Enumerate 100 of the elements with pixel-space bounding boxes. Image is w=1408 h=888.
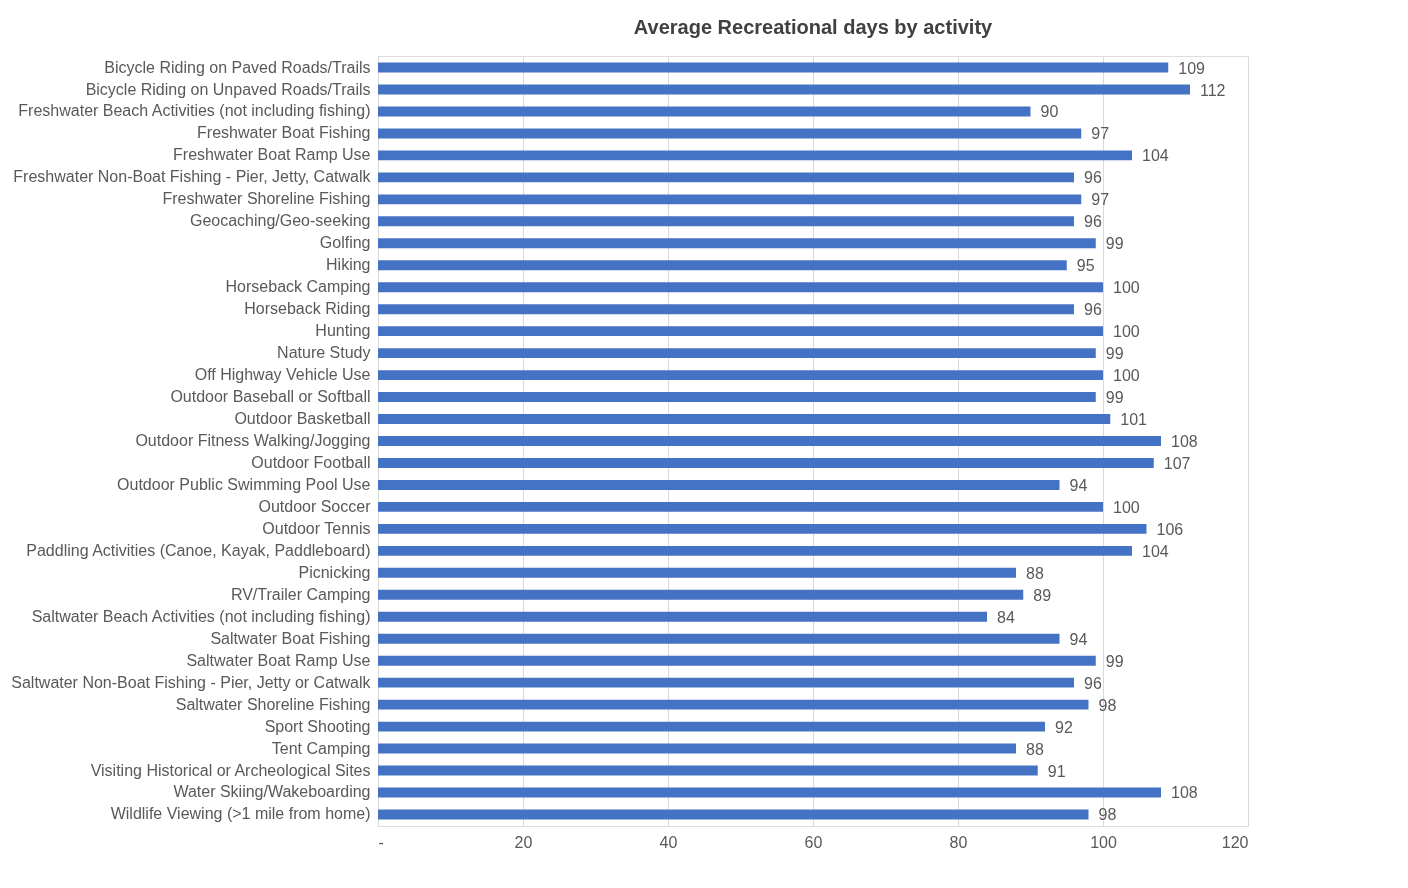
bar <box>378 765 1038 776</box>
data-label: 95 <box>1076 257 1095 275</box>
y-tick-label: Outdoor Soccer <box>258 497 372 515</box>
y-tick-label: Freshwater Beach Activities (not including fishing) <box>18 102 371 120</box>
data-label: 108 <box>1171 433 1198 450</box>
data-label: 100 <box>1113 367 1140 385</box>
data-label: 98 <box>1098 806 1117 824</box>
bar <box>378 436 1161 446</box>
data-label: 94 <box>1069 630 1088 648</box>
data-label: 100 <box>1113 323 1140 341</box>
bar <box>378 84 1190 95</box>
y-tick-label: Nature Study <box>277 344 371 362</box>
y-tick-label: Horseback Riding <box>244 300 371 318</box>
bar <box>378 479 1060 490</box>
y-tick-label: Freshwater Shoreline Fishing <box>162 190 371 208</box>
y-tick-label: Outdoor Basketball <box>234 410 371 428</box>
y-tick-label: Water Skiing/Wakeboarding <box>173 783 371 801</box>
data-label: 96 <box>1084 301 1102 319</box>
y-tick-label: Off Highway Vehicle Use <box>194 366 371 384</box>
bar <box>378 216 1074 227</box>
y-tick-label: Golfing <box>319 234 371 252</box>
bar <box>378 194 1082 205</box>
x-tick-label: 80 <box>949 833 968 851</box>
data-label: 100 <box>1113 279 1140 297</box>
data-label: 94 <box>1069 476 1088 494</box>
y-tick-label: Bicycle Riding on Paved Roads/Trails <box>104 58 371 76</box>
data-label: 109 <box>1178 59 1206 77</box>
data-label: 88 <box>1026 740 1044 758</box>
bar <box>378 260 1067 271</box>
chart-title: Average Recreational days by activity <box>633 16 994 38</box>
data-label: 100 <box>1113 498 1140 516</box>
bar <box>378 699 1089 710</box>
data-label: 92 <box>1055 718 1073 736</box>
data-label: 108 <box>1171 784 1198 802</box>
bar <box>378 348 1096 359</box>
bar <box>378 545 1132 556</box>
bar <box>378 809 1089 820</box>
data-label: 89 <box>1033 586 1052 604</box>
data-label: 104 <box>1142 147 1169 165</box>
data-label: 106 <box>1156 520 1184 538</box>
bar <box>378 304 1074 315</box>
y-tick-label: RV/Trailer Camping <box>230 585 371 603</box>
bar <box>378 392 1096 403</box>
data-label: 91 <box>1047 762 1066 780</box>
data-label: 98 <box>1098 696 1117 714</box>
y-tick-label: Outdoor Public Swimming Pool Use <box>117 475 371 493</box>
data-label: 99 <box>1105 345 1124 363</box>
bar <box>378 458 1154 468</box>
y-tick-label: Saltwater Beach Activities (not including fishing) <box>31 607 371 625</box>
y-tick-label: Freshwater Boat Ramp Use <box>173 146 371 164</box>
data-label: 99 <box>1105 389 1124 407</box>
bar <box>378 655 1096 666</box>
bar <box>378 611 987 622</box>
data-label: 90 <box>1040 103 1059 121</box>
y-tick-label: Outdoor Tennis <box>262 519 371 537</box>
bar <box>378 414 1111 424</box>
y-tick-label: Saltwater Boat Ramp Use <box>186 651 371 669</box>
y-tick-label: Paddling Activities (Canoe, Kayak, Paddleboard) <box>26 541 371 559</box>
data-label: 97 <box>1091 191 1110 209</box>
data-label: 96 <box>1084 674 1102 692</box>
y-tick-label: Wildlife Viewing (>1 mile from home) <box>110 805 371 823</box>
y-tick-label: Freshwater Boat Fishing <box>197 124 371 142</box>
data-label: 96 <box>1084 169 1102 187</box>
bar <box>378 370 1103 381</box>
data-label: 84 <box>997 608 1015 626</box>
bar <box>378 633 1060 644</box>
bar <box>378 677 1074 688</box>
data-label: 112 <box>1200 81 1226 99</box>
y-tick-label: Outdoor Baseball or Softball <box>170 388 371 406</box>
bar <box>378 589 1024 600</box>
bar <box>378 567 1016 578</box>
y-tick-label: Geocaching/Geo-seeking <box>189 212 371 230</box>
data-label: 88 <box>1026 564 1044 582</box>
y-tick-label: Saltwater Shoreline Fishing <box>175 695 371 713</box>
x-tick-label: 100 <box>1090 833 1117 851</box>
bar <box>378 62 1169 73</box>
bar <box>378 721 1045 732</box>
y-tick-label: Saltwater Boat Fishing <box>210 629 371 647</box>
bar <box>378 523 1147 534</box>
bar <box>378 282 1103 293</box>
y-tick-label: Freshwater Non-Boat Fishing - Pier, Jetty, Catwalk <box>13 168 372 186</box>
bar <box>378 326 1103 337</box>
bar <box>378 128 1082 139</box>
x-tick-label: - <box>378 833 384 851</box>
data-label: 107 <box>1163 454 1191 472</box>
bar <box>378 501 1103 512</box>
data-label: 104 <box>1142 542 1169 560</box>
bar <box>378 743 1016 754</box>
y-tick-label: Visiting Historical or Archeological Sites <box>90 761 371 779</box>
y-tick-label: Saltwater Non-Boat Fishing - Pier, Jetty or Catwalk <box>11 673 372 691</box>
x-tick-label: 20 <box>514 833 533 851</box>
y-tick-label: Horseback Camping <box>225 278 371 296</box>
y-tick-label: Sport Shooting <box>264 717 371 735</box>
y-tick-label: Outdoor Football <box>251 453 371 471</box>
y-tick-label: Outdoor Fitness Walking/Jogging <box>135 432 371 449</box>
data-label: 99 <box>1105 235 1124 253</box>
data-label: 97 <box>1091 125 1110 143</box>
y-tick-label: Tent Camping <box>271 739 371 757</box>
y-tick-label: Picnicking <box>298 563 371 581</box>
data-label: 96 <box>1084 213 1102 231</box>
